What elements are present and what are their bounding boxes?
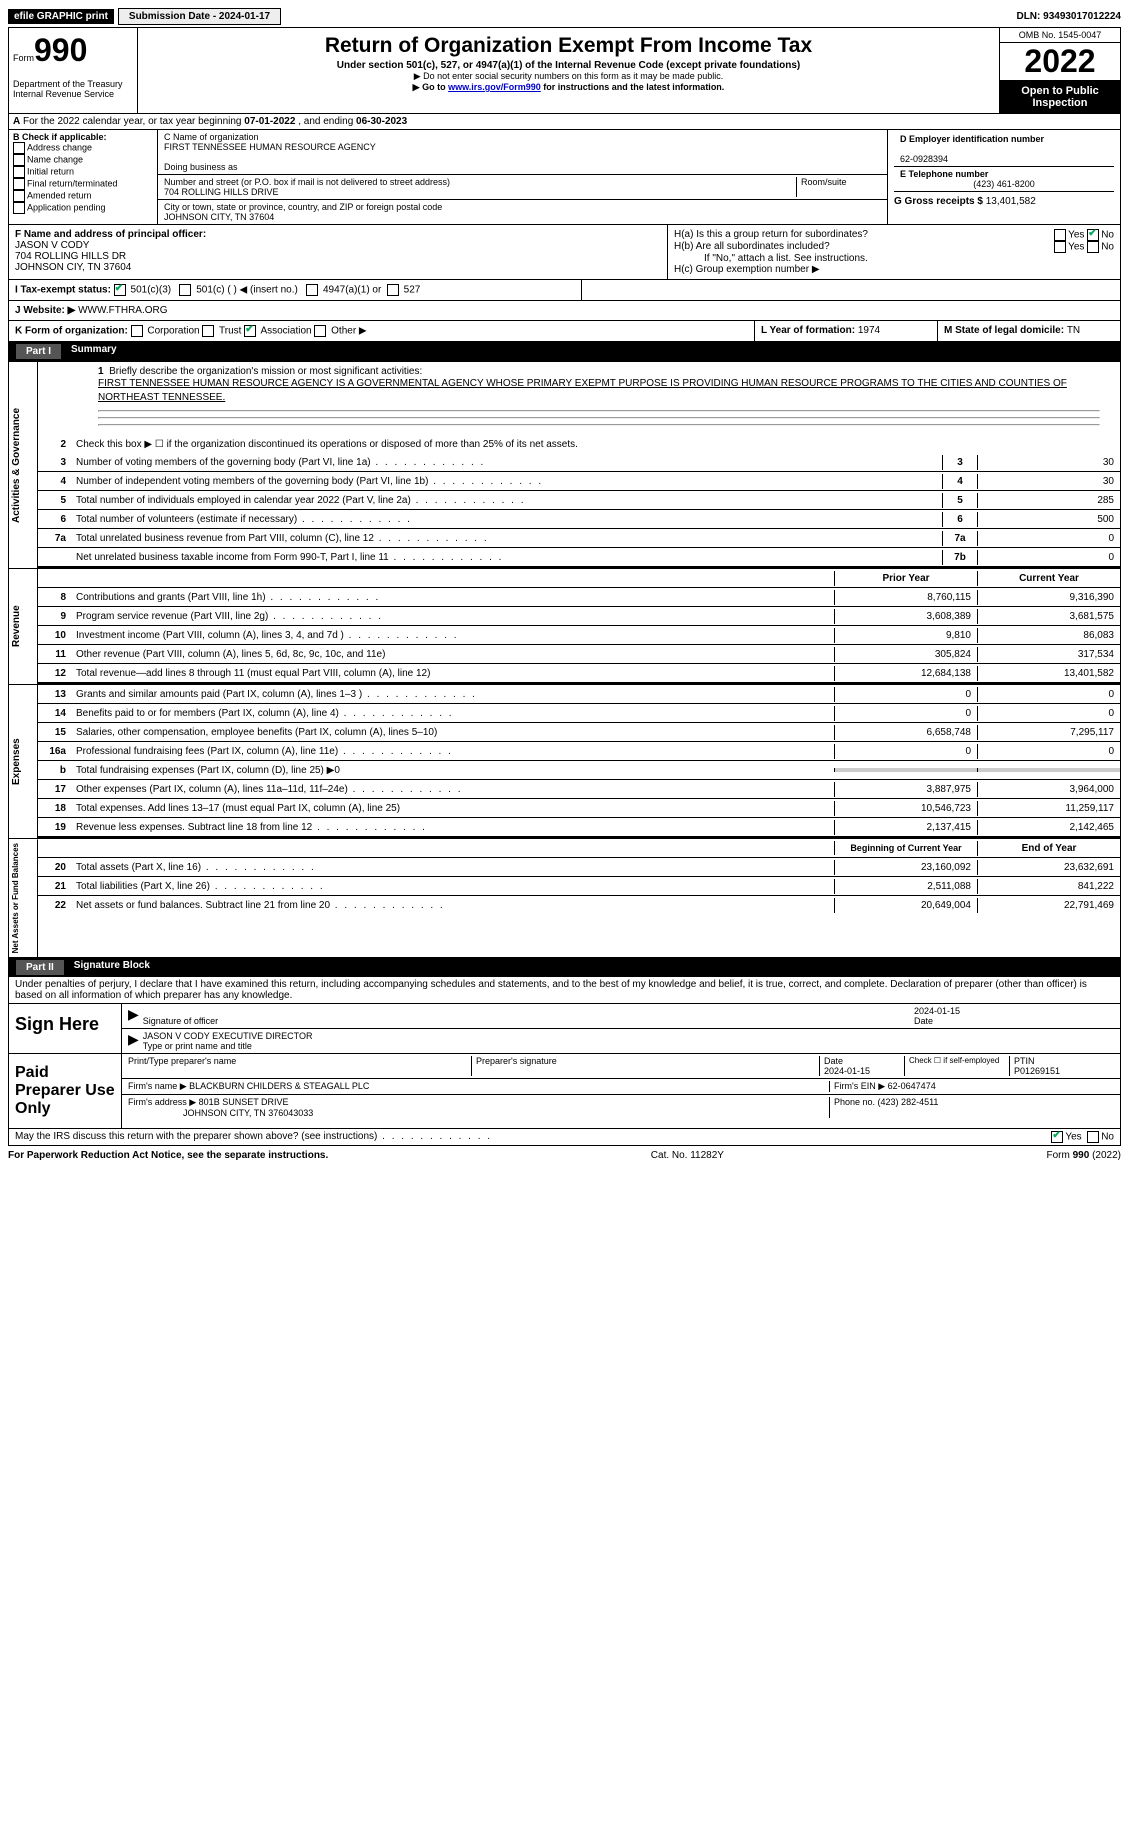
instructions-note: ▶ Go to www.irs.gov/Form990 for instruct… (142, 82, 995, 93)
form-title: Return of Organization Exempt From Incom… (142, 34, 995, 58)
irs-link[interactable]: www.irs.gov/Form990 (448, 82, 541, 92)
checkbox-final[interactable] (13, 178, 25, 190)
section-fh: F Name and address of principal officer:… (8, 225, 1121, 280)
discuss-row: May the IRS discuss this return with the… (8, 1129, 1121, 1146)
line3-val: 30 (977, 455, 1120, 470)
side-netassets: Net Assets or Fund Balances (9, 839, 38, 957)
org-city: JOHNSON CITY, TN 37604 (164, 212, 881, 222)
hb-no[interactable] (1087, 241, 1099, 253)
form-label: Form (13, 53, 34, 63)
col-d: D Employer identification number 62-0928… (887, 130, 1120, 224)
officer-signed: JASON V CODY EXECUTIVE DIRECTOR (143, 1031, 313, 1041)
officer-name: JASON V CODY (15, 240, 89, 251)
department: Department of the Treasury Internal Reve… (13, 79, 133, 99)
form-number: 990 (34, 32, 87, 68)
checkbox-pending[interactable] (13, 202, 25, 214)
checkbox-amended[interactable] (13, 190, 25, 202)
checkbox-name[interactable] (13, 154, 25, 166)
penalty-text: Under penalties of perjury, I declare th… (8, 977, 1121, 1004)
website-url: WWW.FTHRA.ORG (78, 305, 167, 316)
submission-date: Submission Date - 2024-01-17 (118, 8, 281, 25)
checkbox-initial[interactable] (13, 166, 25, 178)
ptin: P01269151 (1014, 1066, 1060, 1076)
ein: 62-0928394 (900, 154, 948, 164)
col-b: B Check if applicable: Address change Na… (9, 130, 158, 224)
side-revenue: Revenue (9, 569, 38, 684)
efile-label: efile GRAPHIC print (8, 9, 114, 24)
dln: DLN: 93493017012224 (1016, 11, 1121, 22)
mission-text: FIRST TENNESSEE HUMAN RESOURCE AGENCY IS… (98, 378, 1067, 403)
top-bar: efile GRAPHIC print Submission Date - 20… (8, 8, 1121, 25)
association-check[interactable] (244, 325, 256, 337)
hb-yes[interactable] (1054, 241, 1066, 253)
form-subtitle: Under section 501(c), 527, or 4947(a)(1)… (142, 60, 995, 71)
row-a: A For the 2022 calendar year, or tax yea… (8, 114, 1121, 130)
website-row: J Website: ▶ WWW.FTHRA.ORG (8, 301, 1121, 321)
sign-block: Sign Here Signature of officer 2024-01-1… (8, 1004, 1121, 1129)
sign-date: 2024-01-15 (914, 1006, 960, 1016)
page-footer: For Paperwork Reduction Act Notice, see … (8, 1146, 1121, 1161)
ha-yes[interactable] (1054, 229, 1066, 241)
open-public: Open to Public Inspection (1000, 81, 1120, 113)
ssn-note: ▶ Do not enter social security numbers o… (142, 71, 995, 82)
ha-no[interactable] (1087, 229, 1099, 241)
discuss-yes[interactable] (1051, 1131, 1063, 1143)
klm-row: K Form of organization: Corporation Trus… (8, 321, 1121, 342)
part2-header: Part II Signature Block (8, 958, 1121, 977)
part1-header: Part I Summary (8, 342, 1121, 361)
discuss-no[interactable] (1087, 1131, 1099, 1143)
main-header: Form990 Department of the Treasury Inter… (8, 27, 1121, 114)
year-formation: 1974 (858, 325, 880, 336)
org-street: 704 ROLLING HILLS DRIVE (164, 187, 796, 197)
tax-year: 2022 (1000, 43, 1120, 81)
netassets-table: Net Assets or Fund Balances Beginning of… (8, 839, 1121, 958)
phone: (423) 461-8200 (900, 179, 1108, 189)
tax-exempt-row: I Tax-exempt status: 501(c)(3) 501(c) ( … (8, 280, 1121, 301)
revenue-table: Revenue Prior YearCurrent Year 8Contribu… (8, 569, 1121, 685)
section-bcd: B Check if applicable: Address change Na… (8, 130, 1121, 225)
gross-receipts: 13,401,582 (986, 196, 1036, 207)
checkbox-address[interactable] (13, 142, 25, 154)
501c3-check[interactable] (114, 284, 126, 296)
expenses-table: Expenses 13Grants and similar amounts pa… (8, 685, 1121, 839)
side-expenses: Expenses (9, 685, 38, 838)
state-domicile: TN (1067, 325, 1080, 336)
col-c: C Name of organization FIRST TENNESSEE H… (158, 130, 887, 224)
side-activities: Activities & Governance (9, 362, 38, 568)
org-name: FIRST TENNESSEE HUMAN RESOURCE AGENCY (164, 142, 881, 152)
omb-number: OMB No. 1545-0047 (1000, 28, 1120, 43)
firm-name: BLACKBURN CHILDERS & STEAGALL PLC (189, 1081, 369, 1091)
summary-table: Activities & Governance 1 Briefly descri… (8, 361, 1121, 569)
